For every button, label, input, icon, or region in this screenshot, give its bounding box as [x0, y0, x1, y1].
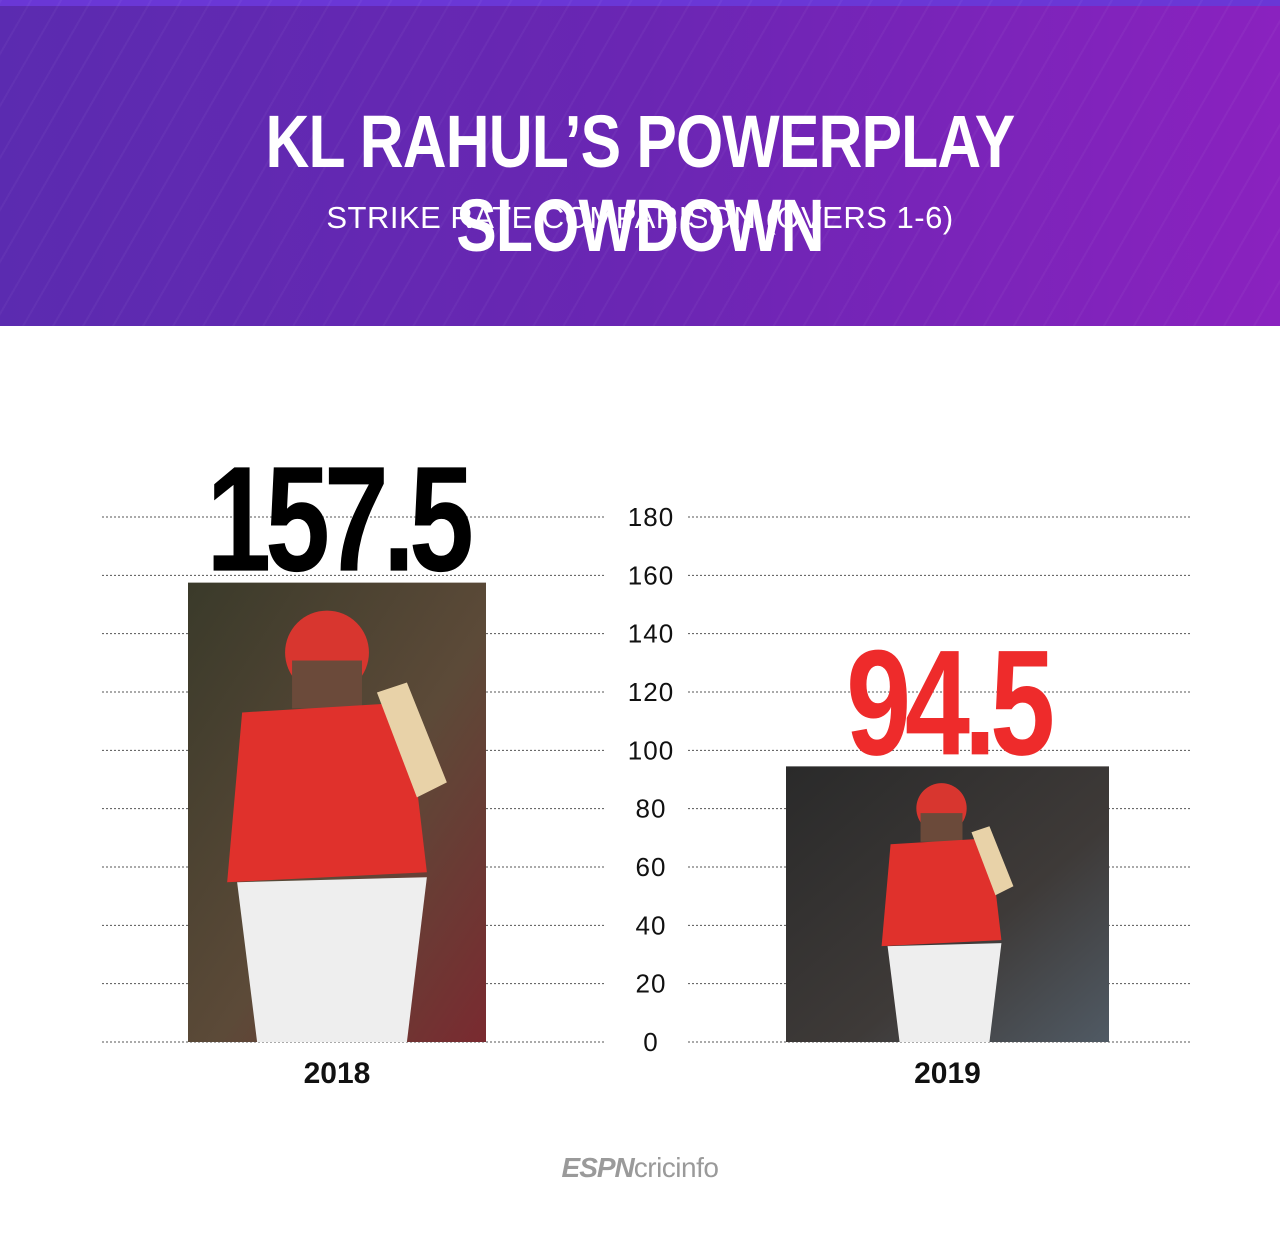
- y-tick-label: 40: [636, 910, 667, 940]
- category-label-2019: 2019: [914, 1057, 981, 1090]
- y-tick-label: 120: [628, 677, 674, 707]
- bar-2018: [188, 582, 486, 1042]
- y-tick-label: 160: [628, 560, 674, 590]
- y-tick-label: 100: [628, 735, 674, 765]
- espncricinfo-logo: ESPNcricinfo: [0, 1152, 1280, 1184]
- value-label-2018: 157.5: [206, 435, 471, 603]
- bat-shape: [971, 826, 1014, 896]
- value-label-2019: 94.5: [846, 618, 1053, 786]
- face-shape: [920, 813, 963, 842]
- logo-espn: ESPN: [561, 1152, 635, 1183]
- face-shape: [292, 660, 362, 709]
- y-tick-label: 180: [628, 502, 674, 532]
- jersey-shape: [227, 702, 427, 883]
- category-labels: 2018 2019: [304, 1057, 981, 1090]
- trousers-shape: [887, 943, 1002, 1042]
- y-tick-label: 140: [628, 619, 674, 649]
- chart-title: KL RAHUL’S POWERPLAY SLOWDOWN: [265, 100, 1016, 267]
- value-labels: 157.5 94.5: [206, 435, 1059, 787]
- jersey-shape: [881, 838, 1002, 947]
- bars: [188, 582, 1109, 1042]
- bar-2019: [786, 766, 1109, 1042]
- bat-shape: [376, 682, 447, 798]
- y-tick-label: 60: [636, 852, 667, 882]
- trousers-shape: [237, 877, 427, 1042]
- y-tick-label: 0: [643, 1027, 658, 1057]
- y-axis-ticks: 0 20 40 60 80 100 120 140 160 180: [628, 502, 674, 1057]
- y-tick-label: 80: [636, 794, 667, 824]
- y-tick-label: 20: [636, 969, 667, 999]
- logo-cricinfo: cricinfo: [633, 1152, 719, 1183]
- chart-subtitle: STRIKE RATE COMPARISON (OVERS 1-6): [326, 200, 954, 235]
- category-label-2018: 2018: [304, 1057, 371, 1090]
